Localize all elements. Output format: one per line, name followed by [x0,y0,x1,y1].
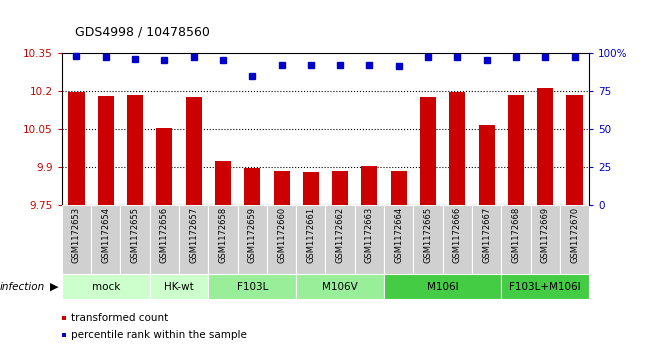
Text: GSM1172661: GSM1172661 [307,207,315,263]
Bar [384,274,501,299]
Bar [296,205,326,274]
Bar [267,205,296,274]
Text: GSM1172662: GSM1172662 [336,207,344,263]
Text: GSM1172658: GSM1172658 [219,207,227,263]
Text: GSM1172660: GSM1172660 [277,207,286,263]
Text: percentile rank within the sample: percentile rank within the sample [72,330,247,340]
Text: ▶: ▶ [50,282,59,292]
Bar [120,205,150,274]
Bar [384,205,413,274]
Text: transformed count: transformed count [72,313,169,323]
Bar [215,160,231,205]
Bar [296,274,384,299]
Bar [150,274,208,299]
Text: F103L+M106I: F103L+M106I [509,282,581,292]
Bar [501,274,589,299]
Bar [303,172,319,205]
Bar [208,205,238,274]
Text: GSM1172655: GSM1172655 [131,207,139,263]
Text: GSM1172663: GSM1172663 [365,207,374,264]
Text: GSM1172668: GSM1172668 [512,207,520,264]
Text: GSM1172654: GSM1172654 [102,207,110,263]
Text: HK-wt: HK-wt [164,282,194,292]
Bar [98,96,114,205]
Text: GSM1172653: GSM1172653 [72,207,81,263]
Bar [208,274,296,299]
Text: GSM1172670: GSM1172670 [570,207,579,263]
Text: GSM1172656: GSM1172656 [160,207,169,263]
Text: GSM1172664: GSM1172664 [395,207,403,263]
Text: GSM1172669: GSM1172669 [541,207,549,263]
Bar [413,205,443,274]
Text: GSM1172659: GSM1172659 [248,207,256,263]
Text: GSM1172665: GSM1172665 [424,207,432,263]
Text: M106I: M106I [427,282,458,292]
Bar [68,92,85,205]
Bar [501,205,531,274]
Bar [537,88,553,205]
Bar [127,94,143,205]
Bar [560,205,589,274]
Bar [62,205,91,274]
Bar [443,205,472,274]
Bar [420,97,436,205]
Text: M106V: M106V [322,282,358,292]
Bar [156,127,173,205]
Text: GSM1172657: GSM1172657 [189,207,198,263]
Bar [244,168,260,205]
Bar [355,205,384,274]
Bar [449,92,465,205]
Text: F103L: F103L [236,282,268,292]
Bar [478,125,495,205]
Text: GSM1172667: GSM1172667 [482,207,491,264]
Text: mock: mock [92,282,120,292]
Bar [91,205,120,274]
Bar [332,171,348,205]
Text: infection: infection [0,282,46,292]
Bar [150,205,179,274]
Bar [566,94,583,205]
Bar [186,97,202,205]
Bar [179,205,208,274]
Bar [238,205,267,274]
Bar [508,94,524,205]
Bar [361,166,378,205]
Text: GDS4998 / 10478560: GDS4998 / 10478560 [75,25,210,38]
Bar [531,205,560,274]
Bar [472,205,501,274]
Bar [62,274,150,299]
Bar [273,171,290,205]
Bar [391,171,407,205]
Text: GSM1172666: GSM1172666 [453,207,462,264]
Bar [326,205,355,274]
